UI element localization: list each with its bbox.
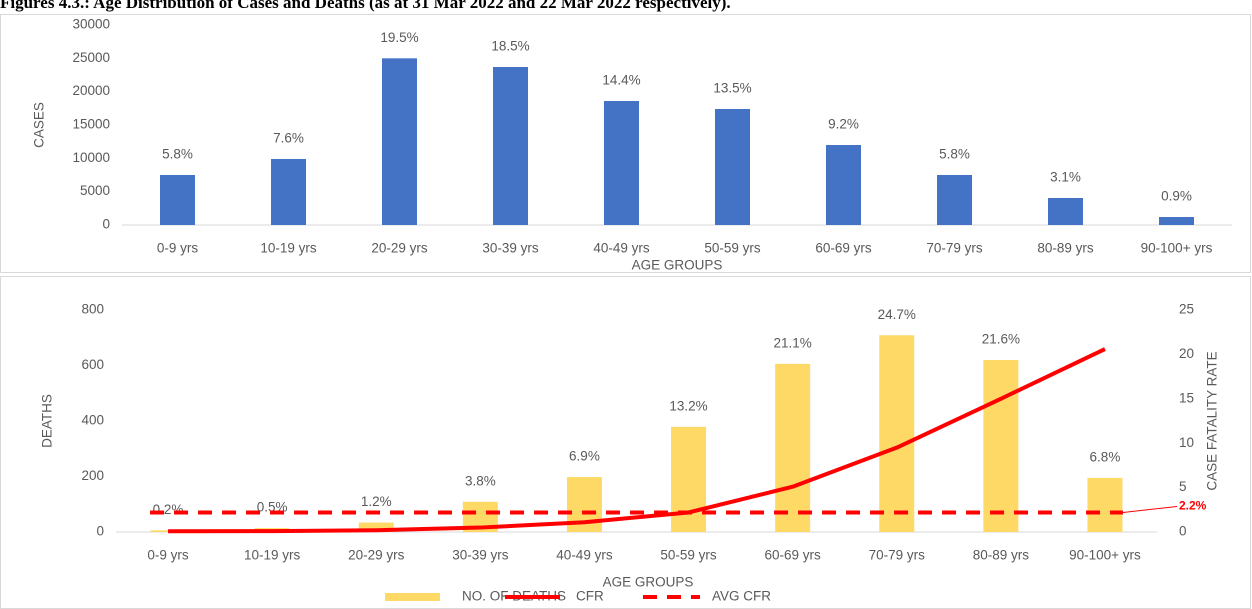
bar: [983, 359, 1019, 532]
y2-tick-label: 5: [1179, 479, 1187, 494]
figure-title: Figures 4.3.: Age Distribution of Cases …: [0, 0, 731, 12]
share-label: 21.6%: [982, 332, 1020, 347]
bar: [358, 522, 394, 532]
bar: [493, 67, 528, 225]
bar: [271, 159, 306, 225]
y-tick-label: 800: [81, 302, 104, 317]
y-tick-label: 15000: [72, 117, 110, 132]
bar: [604, 101, 639, 225]
y-axis-title: DEATHS: [40, 394, 55, 448]
share-label: 3.1%: [1050, 170, 1081, 185]
x-tick-label: 10-19 yrs: [244, 548, 301, 563]
share-label: 6.9%: [569, 449, 600, 464]
y-tick-label: 600: [81, 357, 104, 372]
share-label: 19.5%: [380, 30, 418, 45]
legend-label: CFR: [576, 589, 604, 604]
bar: [775, 363, 811, 532]
chart-frame: [0, 14, 1251, 273]
x-tick-label: 70-79 yrs: [926, 241, 983, 256]
bar: [382, 58, 417, 226]
legend-label: AVG CFR: [712, 589, 771, 604]
y-tick-label: 25000: [72, 50, 110, 65]
bar: [1087, 477, 1123, 532]
y-tick-label: 200: [81, 468, 104, 483]
x-tick-label: 40-49 yrs: [556, 548, 613, 563]
bar: [671, 426, 707, 532]
x-tick-label: 20-29 yrs: [348, 548, 405, 563]
line: [168, 347, 1106, 534]
legend-swatch: [385, 593, 440, 601]
x-tick-label: 0-9 yrs: [147, 548, 189, 563]
share-label: 14.4%: [602, 73, 640, 88]
share-label: 13.5%: [713, 81, 751, 96]
y-tick-label: 10000: [72, 150, 110, 165]
x-tick-label: 60-69 yrs: [815, 241, 872, 256]
x-tick-label: 80-89 yrs: [1037, 241, 1094, 256]
bar: [1159, 217, 1194, 225]
share-label: 7.6%: [273, 131, 304, 146]
y-tick-label: 400: [81, 413, 104, 428]
share-label: 1.2%: [361, 494, 392, 509]
y-tick-label: 0: [96, 524, 104, 539]
share-label: 21.1%: [774, 335, 812, 350]
annotation-leader: [1122, 505, 1178, 513]
avg-label: 2.2%: [1179, 499, 1207, 513]
x-tick-label: 90-100+ yrs: [1141, 241, 1213, 256]
x-tick-label: 80-89 yrs: [973, 548, 1030, 563]
bar: [937, 175, 972, 225]
x-tick-label: 60-69 yrs: [765, 548, 822, 563]
x-tick-label: 70-79 yrs: [869, 548, 926, 563]
bar: [160, 175, 195, 225]
x-tick-label: 40-49 yrs: [593, 241, 650, 256]
share-label: 24.7%: [878, 307, 916, 322]
x-tick-label: 30-39 yrs: [482, 241, 539, 256]
bar: [826, 145, 861, 225]
y2-tick-label: 10: [1179, 435, 1194, 450]
y2-axis-title: CASE FATALITY RATE: [1205, 351, 1220, 490]
share-label: 5.8%: [939, 147, 970, 162]
y-tick-label: 30000: [72, 17, 110, 32]
x-tick-label: 90-100+ yrs: [1069, 548, 1141, 563]
bar: [879, 335, 915, 532]
x-tick-label: 10-19 yrs: [260, 241, 317, 256]
y2-tick-label: 15: [1179, 390, 1194, 405]
y2-tick-label: 20: [1179, 346, 1194, 361]
y-tick-label: 20000: [72, 83, 110, 98]
x-axis-title: AGE GROUPS: [632, 258, 723, 273]
y-tick-label: 5000: [80, 183, 110, 198]
y2-tick-label: 0: [1179, 524, 1187, 539]
share-label: 0.9%: [1161, 189, 1192, 204]
share-label: 18.5%: [491, 39, 529, 54]
share-label: 6.8%: [1090, 449, 1121, 464]
x-tick-label: 0-9 yrs: [157, 241, 199, 256]
y2-tick-label: 25: [1179, 302, 1194, 317]
x-tick-label: 50-59 yrs: [704, 241, 761, 256]
y-axis-title: CASES: [32, 102, 47, 148]
x-tick-label: 30-39 yrs: [452, 548, 509, 563]
x-tick-label: 50-59 yrs: [660, 548, 717, 563]
bar: [1048, 198, 1083, 225]
share-label: 9.2%: [828, 117, 859, 132]
x-axis-title: AGE GROUPS: [603, 575, 694, 590]
share-label: 0.2%: [153, 502, 184, 517]
y-tick-label: 0: [102, 217, 110, 232]
bar: [715, 109, 750, 225]
share-label: 3.8%: [465, 473, 496, 488]
share-label: 13.2%: [669, 398, 707, 413]
share-label: 5.8%: [162, 147, 193, 162]
x-tick-label: 20-29 yrs: [371, 241, 428, 256]
